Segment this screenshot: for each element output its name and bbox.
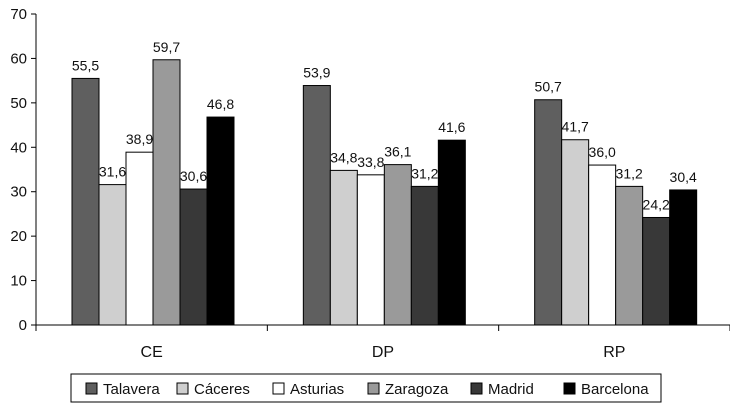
- data-label: 55,5: [72, 57, 99, 73]
- data-label: 59,7: [153, 39, 180, 55]
- y-tick-label: 60: [10, 50, 27, 67]
- legend: Talavera Cáceres Asturias Zaragoza Madrid Bar…: [70, 373, 662, 403]
- legend-box: [70, 373, 662, 403]
- bar: [642, 216, 671, 326]
- y-tick-label: 10: [10, 273, 27, 290]
- legend-swatch: [176, 382, 189, 395]
- bar: [98, 184, 127, 326]
- data-label: 34,8: [330, 149, 357, 165]
- data-label: 33,8: [357, 154, 384, 170]
- legend-label: Madrid: [488, 381, 534, 398]
- legend-swatch: [272, 382, 285, 395]
- data-label: 31,2: [616, 165, 643, 181]
- bar: [125, 151, 154, 326]
- bar: [152, 59, 181, 326]
- data-label: 31,2: [411, 165, 438, 181]
- y-tick-label: 50: [10, 95, 27, 112]
- legend-label: Zaragoza: [385, 381, 449, 398]
- legend-label: Asturias: [290, 381, 344, 398]
- bar: [437, 139, 466, 326]
- y-tick-label: 30: [10, 184, 27, 201]
- bar: [356, 174, 385, 326]
- y-tick-label: 70: [10, 6, 27, 23]
- data-label: 30,4: [670, 169, 697, 185]
- data-label: 53,9: [303, 65, 330, 81]
- bar: [179, 188, 208, 326]
- legend-swatch: [563, 382, 576, 395]
- data-label: 30,6: [180, 168, 207, 184]
- axes: 0 10 20 30 40 50 60 70 CE DP RP: [10, 6, 730, 361]
- y-tick-label: 40: [10, 139, 27, 156]
- bar: [71, 77, 100, 326]
- legend-swatch: [367, 382, 380, 395]
- data-label: 41,6: [438, 119, 465, 135]
- bar: [615, 185, 644, 326]
- legend-label: Talavera: [103, 381, 160, 398]
- bar: [329, 169, 358, 326]
- data-label: 50,7: [535, 79, 562, 95]
- bar: [206, 116, 235, 326]
- data-label: 31,6: [99, 164, 126, 180]
- data-labels: 55,5 31,6 38,9 59,7 30,6 46,8 53,9 34,8 33,836,1…: [72, 39, 697, 213]
- bars: [71, 59, 698, 326]
- legend-swatch: [470, 382, 483, 395]
- data-label: 36,0: [589, 144, 616, 160]
- data-label: 41,7: [562, 119, 589, 135]
- data-label: 46,8: [207, 96, 234, 112]
- data-label: 38,9: [126, 131, 153, 147]
- bar: [410, 185, 439, 326]
- bar: [588, 164, 617, 326]
- legend-swatch: [85, 382, 98, 395]
- category-label: RP: [603, 344, 625, 361]
- bar: [383, 164, 412, 326]
- bar: [561, 139, 590, 326]
- bar: [534, 99, 563, 326]
- y-tick-label: 20: [10, 228, 27, 245]
- data-label: 36,1: [384, 144, 411, 160]
- legend-label: Barcelona: [581, 381, 649, 398]
- category-label: CE: [141, 344, 163, 361]
- bar: [302, 85, 331, 326]
- category-label: DP: [372, 344, 394, 361]
- legend-label: Cáceres: [194, 381, 250, 398]
- bar: [669, 189, 698, 326]
- y-tick-label: 0: [19, 317, 27, 334]
- data-label: 24,2: [643, 196, 670, 212]
